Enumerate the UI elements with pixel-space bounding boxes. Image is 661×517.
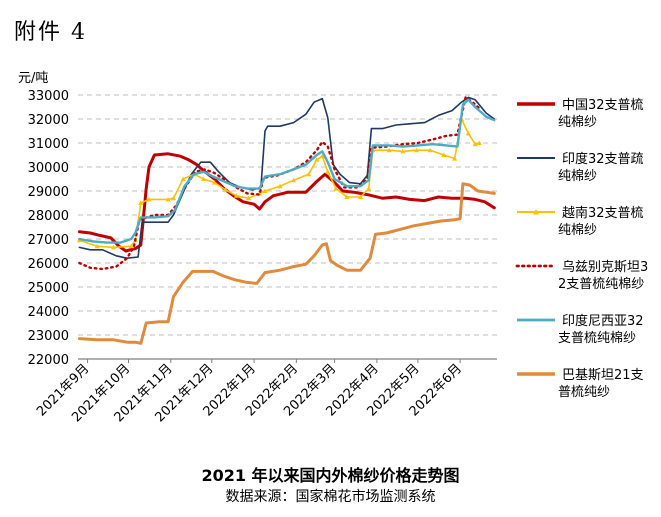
y-tick-label: 29000 [28,185,69,200]
series-marker [314,157,320,162]
series-marker [344,194,350,199]
series-marker [222,187,228,192]
series-marker [262,188,268,193]
figure-source: 数据来源：国家棉花市场监测系统 [225,489,436,505]
series-marker [128,243,134,249]
y-tick-label: 30000 [28,161,69,176]
series-marker [413,147,419,153]
series-marker [441,152,447,157]
series-lines [76,96,496,345]
series-marker [325,169,331,174]
y-tick-label: 22000 [28,353,69,368]
series-line [77,152,496,253]
legend-label: 巴基斯坦21支普梳纯纱 [558,368,644,400]
legend-label: 印度32支普疏纯棉纱 [558,151,644,184]
series-marker [452,156,458,161]
series-marker [165,196,171,202]
series-marker [465,130,471,136]
series-marker [233,193,239,198]
legend-label-line: 巴基斯坦21支 [562,368,644,383]
attachment-label: 附件 4 [14,20,87,45]
series-line [78,98,496,244]
legend-label: 乌兹别克斯坦3 2支普梳纯棉纱 [558,259,648,292]
legend-label-line: 支普梳纯棉纱 [558,331,636,346]
legend-label-line: 纯棉纱 [558,115,597,130]
y-tick-label: 33000 [28,89,69,104]
gridlines [78,94,497,336]
legend-label: 越南32支普梳纯棉纱 [558,205,644,238]
axes [78,358,497,363]
y-tick-label: 28000 [28,209,69,224]
y-tick-label: 27000 [28,233,69,248]
series-marker [386,147,392,153]
legend-label-line: 越南32支普梳 [562,205,644,221]
series-marker [110,244,116,250]
series-marker [94,243,100,249]
series-marker [171,195,177,201]
y-tick-label: 32000 [28,113,69,128]
series-marker [211,180,217,185]
y-tick-label: 31000 [28,137,69,152]
legend-label-line: 印度尼西亚32 [562,313,644,329]
legend-label: 印度尼西亚32 支普梳纯棉纱 [558,313,644,346]
legend-label-line: 纯棉纱 [558,169,597,184]
legend-label-line: 中国32支普梳 [562,98,644,113]
legend-label-line: 2支普梳纯棉纱 [558,277,644,292]
series-marker [291,177,297,183]
series-marker [366,186,372,191]
y-tick-label: 26000 [28,257,69,272]
x-tick-labels: 2021年9月2021年10月2021年11月2021年12月2022年1月20… [34,361,465,425]
legend-label-line: 普梳纯纱 [558,385,610,400]
series-line [77,182,496,345]
legend-label-line: 乌兹别克斯坦3 [562,259,648,275]
legend-label: 中国32支普梳纯棉纱 [558,98,644,130]
legend-label-line: 印度32支普疏 [562,151,644,167]
legend-label-line: 纯棉纱 [558,223,597,238]
series-line [78,118,481,249]
figure-title: 2021 年以来国内外棉纱价格走势图 [201,466,460,485]
series-marker [277,183,283,189]
y-axis-label: 元/吨 [18,71,48,86]
y-tick-label: 25000 [28,281,69,296]
series-marker [306,171,312,177]
series-marker [400,148,406,154]
series-marker [180,176,186,181]
series-marker [333,186,339,191]
series-marker [476,140,482,145]
series-marker [138,200,144,205]
y-tick-label: 24000 [28,305,69,320]
series-marker [201,176,207,181]
series-marker [358,194,364,199]
series-line [78,96,496,259]
y-tick-label: 23000 [28,329,69,344]
series-marker [472,141,478,147]
series-marker [246,195,252,201]
series-marker [146,196,152,202]
y-tick-labels: 22000 23000 24000 25000 26000 27000 28000 29000… [28,89,69,368]
series-marker [319,153,325,159]
series-marker [427,147,433,153]
legend-marker [533,209,539,215]
